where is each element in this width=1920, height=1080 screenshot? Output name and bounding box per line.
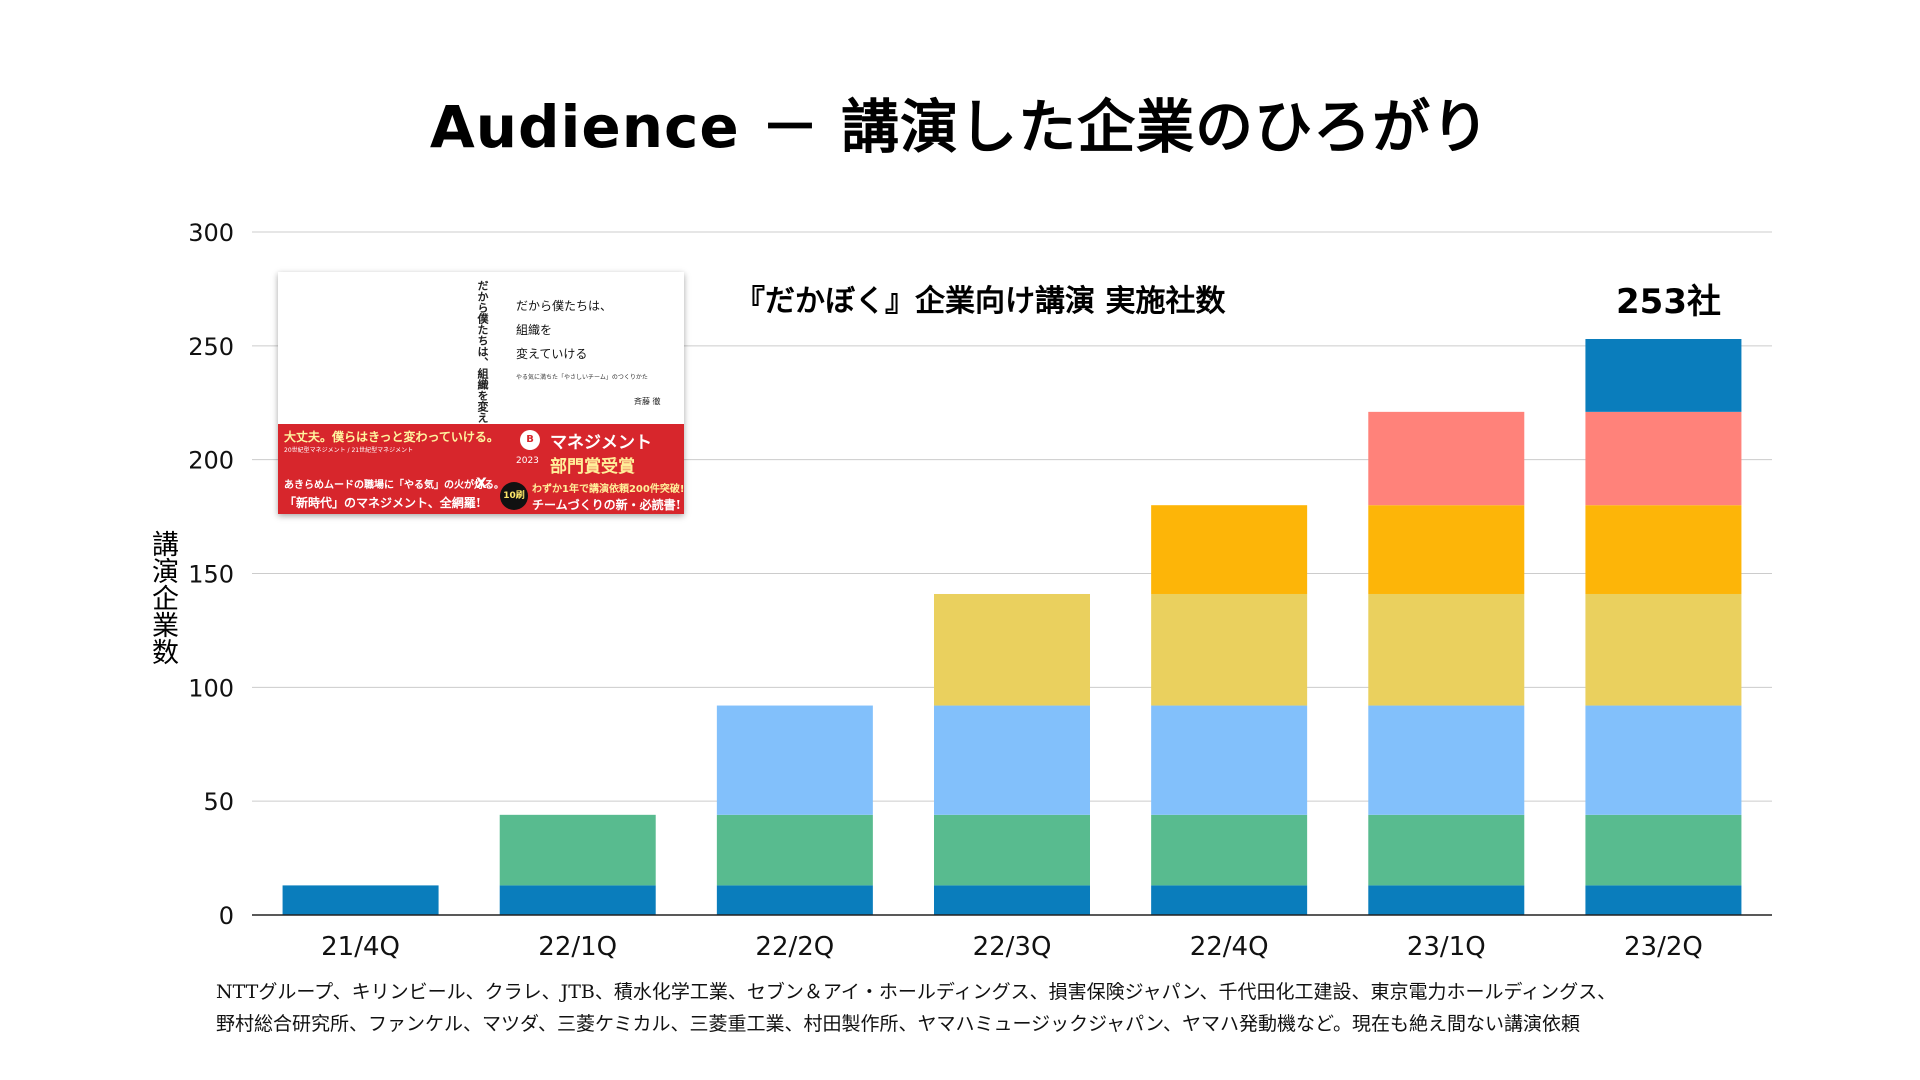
book-title: だから僕たちは、 組織を 変えていける [516,294,676,366]
bar-segment [934,885,1090,915]
bar-segment [1585,885,1742,915]
chart-axes: 0 50 100 150 200 250 300 21/4Q 22/1Q 22/2Q 22/3Q 22… [188,219,1772,962]
award-line-1: マネジメント [550,433,652,453]
bar-segment [282,885,439,915]
reprint-badge-icon: 10刷 [500,482,528,510]
band-promo-line-2: チームづくりの新・必読書! [532,498,681,512]
book-title-line: 組織を [516,323,553,337]
chart-subtitle: 『だかぼく』企業向け講演 実施社数 [735,284,1226,319]
bar-segment [1151,705,1308,815]
x-tick-label: 22/4Q [1190,932,1269,962]
band-catchphrase: 大丈夫。僕らはきっと変わっていける。 [284,430,499,444]
bar-segment [1585,505,1742,594]
bar-segment [1368,885,1525,915]
book-tagline: やる気に満ちた「やさしいチーム」のつくりかた [516,374,648,381]
bar-segment [1585,339,1742,412]
award-line-2: 部門賞受賞 [550,457,635,477]
book-title-line: だから僕たちは、 [516,299,613,313]
book-cover-top: だから僕たちは、組織を変えていける だから僕たちは、 組織を 変えていける やる… [278,272,684,460]
bar-segment [1368,505,1525,594]
bar-segment [716,814,873,886]
bar-segment [1368,411,1525,506]
x-tick-label: 22/3Q [973,932,1052,962]
y-tick-label: 100 [188,674,234,702]
band-tagline: あきらめムードの職場に「やる気」の火が灯る。 [284,480,504,491]
footnote-line-2: 野村総合研究所、ファンケル、マツダ、三菱ケミカル、三菱重工業、村田製作所、ヤマハ… [216,1013,1581,1035]
book-obi-band: 大丈夫。僕らはきっと変わっていける。 20世紀型マネジメント / 21世紀型マネ… [278,424,684,514]
total-annotation: 253社 [1616,282,1721,322]
slide-title: Audience － 講演した企業のひろがり [429,93,1491,161]
y-tick-label: 200 [188,447,234,475]
bar-segment [1585,814,1742,886]
award-badge-icon: B [520,430,540,450]
bar-segment [1585,705,1742,815]
y-tick-label: 0 [219,902,234,930]
client-list-footnote: NTTグループ、キリンビール、クラレ、JTB、積水化学工業、セブン＆アイ・ホール… [216,976,1756,1040]
bar-segment [1585,411,1742,506]
bar-segment [934,814,1090,886]
x-tick-label: 22/1Q [538,932,617,962]
bar-segment [1151,505,1308,594]
bar-segment [1368,705,1525,815]
x-tick-label: 23/1Q [1407,932,1486,962]
y-tick-label: 50 [203,788,234,816]
chart-bars [282,339,1742,915]
bar-segment [1585,593,1742,706]
book-spine-title: だから僕たちは、組織を変えていける [476,280,489,460]
band-promo-line-1: わずか1年で講演依頼200件突破! [532,484,684,495]
band-comparison-text: 20世紀型マネジメント / 21世紀型マネジメント [284,447,414,454]
book-cover-image: だから僕たちは、組織を変えていける だから僕たちは、 組織を 変えていける やる… [278,272,684,514]
band-slogan: 「新時代」のマネジメント、全網羅! [284,496,482,510]
bar-segment [934,705,1090,815]
bar-segment [1151,885,1308,915]
x-tick-label: 22/2Q [755,932,834,962]
x-tick-label: 21/4Q [321,932,400,962]
bar-segment [716,885,873,915]
y-tick-label: 150 [188,561,234,589]
y-axis-label: 講演企業数 [147,530,178,665]
y-tick-label: 300 [188,219,234,247]
book-title-line: 変えていける [516,347,588,361]
bar-segment [499,814,656,886]
bar-segment [716,705,873,815]
bar-segment [1368,593,1525,706]
bar-segment [934,593,1090,706]
publisher-logo-icon: X [476,476,487,492]
bar-segment [1151,814,1308,886]
bar-segment [1151,593,1308,706]
book-author: 斉藤 徹 [634,397,661,406]
bar-segment [499,885,656,915]
award-year: 2023 [516,456,539,466]
footnote-line-1: NTTグループ、キリンビール、クラレ、JTB、積水化学工業、セブン＆アイ・ホール… [216,981,1617,1003]
bar-segment [1368,814,1525,886]
y-tick-label: 250 [188,333,234,361]
x-tick-label: 23/2Q [1624,932,1703,962]
